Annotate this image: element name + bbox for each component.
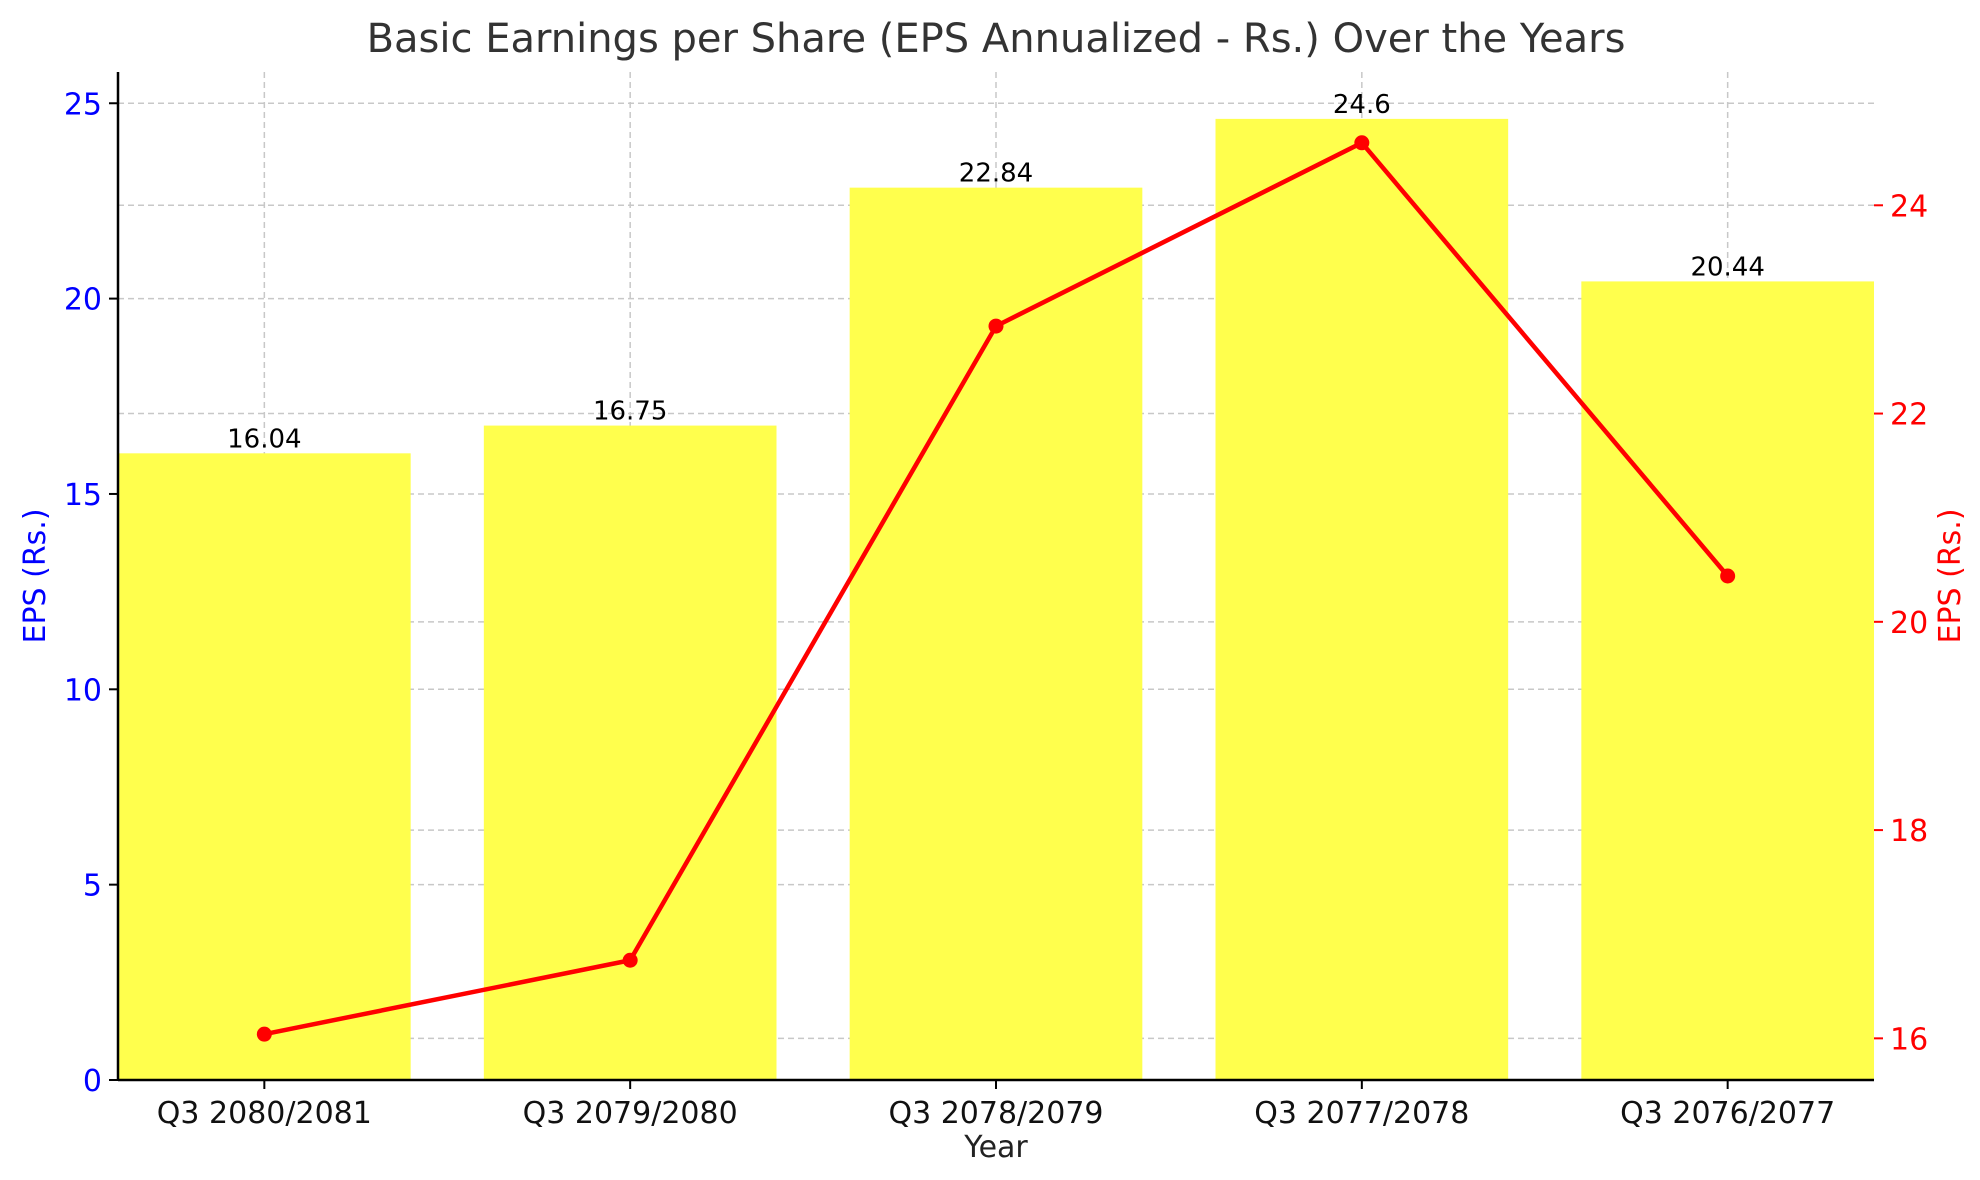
y-axis-label-right: EPS (Rs.) <box>1933 508 1968 643</box>
axes-layer: 0 5 10 15 20 25 16 18 20 22 24 Q3 2080/2081 Q3 2079/… <box>64 72 1928 1131</box>
bar <box>1215 118 1509 1080</box>
eps-line-point <box>988 318 1004 334</box>
eps-line-point <box>1354 135 1370 151</box>
bar-value-label: 16.75 <box>593 397 667 427</box>
y-tick-label-left: 5 <box>83 869 102 904</box>
y-tick-label-right: 18 <box>1890 814 1928 849</box>
x-axis-label: Year <box>963 1130 1028 1165</box>
bar-labels-layer: 16.04 16.75 22.84 24.6 20.44 <box>227 90 1765 454</box>
bar-value-label: 24.6 <box>1333 90 1391 120</box>
eps-line-point <box>622 952 638 968</box>
x-tick-label: Q3 2080/2081 <box>157 1096 372 1131</box>
eps-line-point <box>1720 568 1736 584</box>
x-tick-label: Q3 2077/2078 <box>1254 1096 1469 1131</box>
y-tick-label-left: 15 <box>64 478 102 513</box>
bar-value-label: 16.04 <box>227 424 301 454</box>
bar <box>1581 281 1874 1080</box>
eps-line-point <box>256 1026 272 1042</box>
y-tick-label-right: 24 <box>1890 189 1928 224</box>
y-tick-label-right: 22 <box>1890 398 1928 433</box>
x-tick-label: Q3 2076/2077 <box>1620 1096 1835 1131</box>
y-tick-label-left: 20 <box>64 283 102 318</box>
bar-value-label: 22.84 <box>959 159 1033 189</box>
bar-value-label: 20.44 <box>1690 252 1764 282</box>
bars-layer <box>118 118 1874 1081</box>
y-tick-label-left: 10 <box>64 673 102 708</box>
y-tick-label-right: 20 <box>1890 606 1928 641</box>
bar <box>483 425 777 1080</box>
y-tick-label-left: 0 <box>83 1064 102 1099</box>
y-tick-label-right: 16 <box>1890 1022 1928 1057</box>
x-tick-label: Q3 2078/2079 <box>888 1096 1103 1131</box>
y-axis-label-left: EPS (Rs.) <box>18 508 53 643</box>
bar <box>118 453 411 1080</box>
bar <box>849 187 1143 1081</box>
chart-title: Basic Earnings per Share (EPS Annualized… <box>367 16 1626 62</box>
line-layer <box>256 135 1736 1042</box>
x-tick-label: Q3 2079/2080 <box>523 1096 738 1131</box>
y-tick-label-left: 25 <box>64 87 102 122</box>
